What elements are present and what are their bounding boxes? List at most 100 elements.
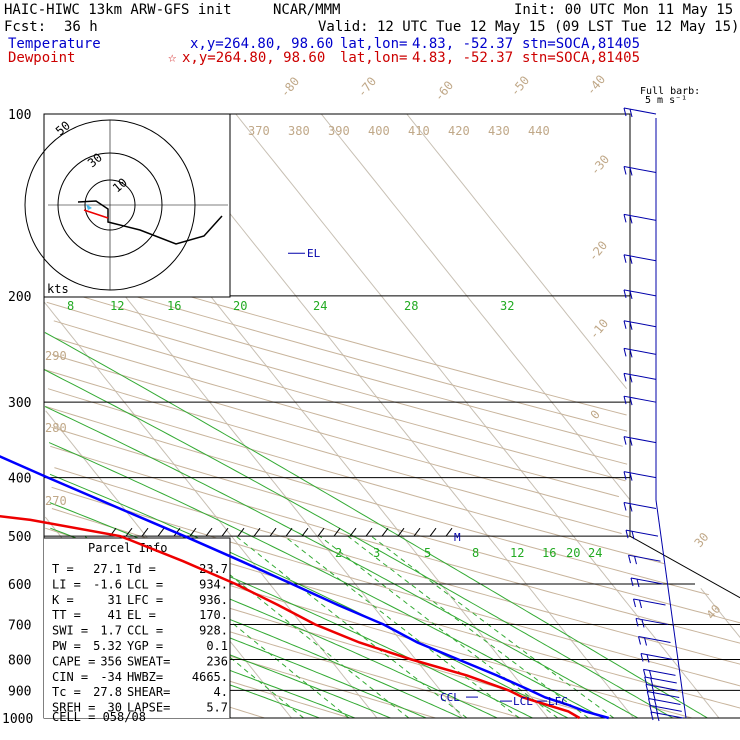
dry-adiabat-label: 410 xyxy=(408,124,430,138)
pressure-label: 400 xyxy=(8,472,31,487)
dewpoint-star-icon: ☆ xyxy=(168,50,177,66)
wind-barb-flag xyxy=(629,503,633,512)
isotherm-label: -80 xyxy=(278,74,303,100)
wind-barb-flag xyxy=(644,637,647,646)
wind-barb-flag xyxy=(631,531,635,540)
dry-adiabat-line xyxy=(52,353,630,518)
wind-barb-flag xyxy=(650,677,654,687)
wind-barb-flag xyxy=(629,472,633,481)
parcel-cell: CELL = 058/08 xyxy=(52,710,146,724)
moist-adiabat-label: 8 xyxy=(67,299,74,313)
wind-barb xyxy=(625,529,659,537)
parcel-label: CAPE = xyxy=(52,654,95,668)
parcel-info-title: Parcel Info xyxy=(88,541,167,555)
moist-adiabat-label: 24 xyxy=(313,299,327,313)
isotherm-label: 30 xyxy=(692,530,712,550)
wind-barb-flag xyxy=(623,373,627,382)
moist-adiabat-line xyxy=(48,442,604,719)
wind-barb-flag xyxy=(649,705,653,714)
wind-barb-flag xyxy=(623,214,627,223)
wind-barb-flag xyxy=(623,471,627,480)
pressure-label: 600 xyxy=(8,578,31,593)
freezing-hatch xyxy=(317,527,325,537)
wind-barb-flag xyxy=(651,685,655,694)
center-title: NCAR/MMM xyxy=(273,2,340,18)
wind-barb xyxy=(633,598,666,606)
freezing-hatch xyxy=(221,527,229,537)
moist-adiabat-label: 20 xyxy=(233,299,247,313)
pressure-label: 100 xyxy=(8,108,31,123)
parcel-value: 1.7 xyxy=(100,624,122,638)
wind-barb xyxy=(628,554,661,562)
init-time: Init: 00 UTC Mon 11 May 15 xyxy=(514,2,733,18)
freezing-hatch xyxy=(125,527,133,537)
wind-barb-flag xyxy=(629,437,633,446)
dry-adiabat-line xyxy=(50,445,740,644)
wind-barb-flag xyxy=(649,670,652,679)
parcel-value: 27.1 xyxy=(93,562,122,576)
storm-motion-marker xyxy=(86,204,92,210)
temperature-latlon-label: lat,lon= xyxy=(340,36,407,52)
dry-adiabat-line xyxy=(55,337,620,498)
wind-barb-flag xyxy=(636,578,640,588)
parcel-info-border xyxy=(44,537,231,718)
ccl-label: CCL xyxy=(440,691,460,704)
mixing-ratio-line xyxy=(182,535,410,719)
wind-barb xyxy=(643,668,676,676)
temperature-xy: x,y=264.80, 98.60 xyxy=(190,36,333,52)
barb-legend-line1: Full barb: xyxy=(640,86,700,97)
dry-adiabat-label: 440 xyxy=(528,124,550,138)
wind-barbs xyxy=(623,107,687,722)
isotherm-label: -60 xyxy=(432,78,457,104)
hodograph-box xyxy=(43,113,231,298)
parcel-value: 170. xyxy=(199,608,228,622)
isotherm-label: -40 xyxy=(584,72,609,98)
parcel-label: K = xyxy=(52,593,74,607)
moist-adiabat-label: 16 xyxy=(167,299,181,313)
parcel-label: CCL = xyxy=(127,624,163,638)
wind-barb xyxy=(623,436,657,444)
parcel-label: LFC = xyxy=(127,593,163,607)
mixing-ratio-label: 16 xyxy=(542,546,556,560)
wind-barb xyxy=(649,704,682,712)
temperature-latlon: 4.83, -52.37 xyxy=(412,36,513,52)
wind-barb-flag xyxy=(643,669,646,678)
dewpoint-legend: Dewpoint xyxy=(8,50,75,66)
dry-adiabat-label: 390 xyxy=(328,124,350,138)
level-markers: EL CCL LCL LFC M xyxy=(288,247,568,708)
mixing-ratio-label: 12 xyxy=(510,546,524,560)
parcel-value: 5.7 xyxy=(206,701,228,715)
hodograph-trace xyxy=(77,200,223,245)
freezing-hatch xyxy=(333,527,341,537)
parcel-label: YGP = xyxy=(127,639,163,653)
wind-barb xyxy=(623,166,657,174)
isotherm-line xyxy=(64,113,549,719)
moist-adiabat-line xyxy=(43,369,674,719)
wind-barb xyxy=(635,617,669,625)
parcel-value: -34 xyxy=(100,670,122,684)
wind-barb-flag xyxy=(645,684,649,693)
dry-adiabat-label: 370 xyxy=(248,124,270,138)
wind-barb xyxy=(623,254,657,262)
dewpoint-stn: stn=SOCA,81405 xyxy=(522,50,640,66)
wind-barb-flag xyxy=(629,349,633,358)
wind-barb xyxy=(640,652,674,660)
dry-adiabat-label: 420 xyxy=(448,124,470,138)
freezing-hatch xyxy=(205,527,213,537)
isotherm-line xyxy=(235,113,720,719)
freezing-hatch xyxy=(285,527,293,537)
mixing-ratio-line xyxy=(347,535,589,719)
mixing-ratio-line xyxy=(319,535,559,719)
wind-barb xyxy=(638,636,671,644)
moist-adiabat-label: 12 xyxy=(110,299,124,313)
wind-barb-flag xyxy=(623,289,627,298)
parcel-label: CIN = xyxy=(52,670,88,684)
dewpoint-latlon-label: lat,lon= xyxy=(340,50,407,66)
dry-adiabat-label: 270 xyxy=(45,494,67,508)
parcel-label: LI = xyxy=(52,577,81,591)
dewpoint-xy: x,y=264.80, 98.60 xyxy=(182,50,325,66)
freezing-hatch xyxy=(397,527,405,537)
sounding-profiles xyxy=(0,455,610,720)
